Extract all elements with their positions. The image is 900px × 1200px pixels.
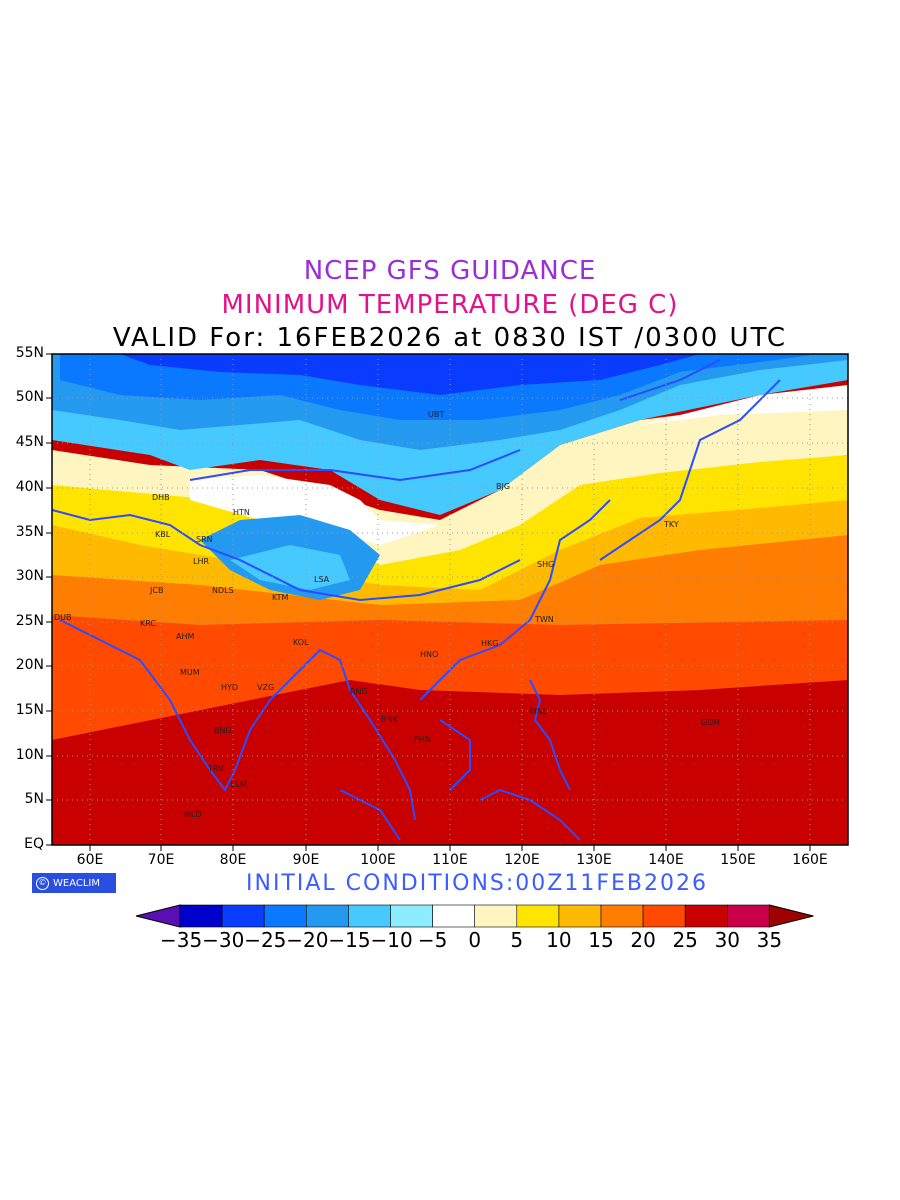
city-label: HKG <box>481 639 498 648</box>
colorbar-label: −10 <box>370 928 413 952</box>
lon-label: 60E <box>76 852 104 868</box>
temperature-field <box>52 354 848 845</box>
city-label: TKY <box>663 520 679 529</box>
colorbar-label: −25 <box>244 928 287 952</box>
city-label: RNG <box>350 687 368 696</box>
colorbar-min-arrow <box>135 904 181 928</box>
city-label: VZG <box>257 683 274 692</box>
lon-label: 90E <box>292 852 320 868</box>
colorbar-label: −15 <box>328 928 371 952</box>
colorbar-cell <box>684 904 728 928</box>
chart-subtitle: MINIMUM TEMPERATURE (DEG C) <box>221 290 679 320</box>
colorbar-label: 35 <box>756 928 783 952</box>
lat-label: 50N <box>15 389 44 405</box>
lat-label: 5N <box>24 791 44 807</box>
colorbar-label: 10 <box>546 928 572 952</box>
city-label: MLD <box>184 810 202 819</box>
colorbar-cell <box>263 904 307 928</box>
lon-label: 150E <box>720 852 756 868</box>
city-label: LSA <box>314 575 330 584</box>
valid-time-label: VALID For: 16FEB2026 at 0830 IST /0300 U… <box>112 323 788 353</box>
copyright-icon: © <box>36 876 49 890</box>
lat-label: 30N <box>15 568 44 584</box>
colorbar-cell <box>390 904 433 928</box>
colorbar-cell <box>432 904 476 928</box>
colorbar-label: 15 <box>588 928 614 952</box>
lon-label: 100E <box>360 852 396 868</box>
city-label: NDLS <box>212 586 234 595</box>
city-labels: UBT BJG DHB HTN KBL SRN LHR TKY SHG LSA … <box>54 410 720 819</box>
colorbar-label: 0 <box>468 928 482 952</box>
lon-label: 160E <box>792 852 828 868</box>
colorbar-cell <box>348 904 391 928</box>
city-label: KBL <box>155 530 171 539</box>
lat-label: 20N <box>15 657 44 673</box>
city-label: UBT <box>428 410 444 419</box>
city-label: TRV <box>207 764 224 773</box>
colorbar-cell <box>558 904 602 928</box>
city-label: HTN <box>233 508 250 517</box>
city-label: HNO <box>420 650 438 659</box>
colorbar-cell <box>726 904 770 928</box>
city-label: SRN <box>196 535 213 544</box>
lon-label: 130E <box>576 852 612 868</box>
colorbar-cell <box>221 904 265 928</box>
city-label: AHM <box>176 632 194 641</box>
city-label: TWN <box>534 615 554 624</box>
colorbar-cell <box>305 904 349 928</box>
chart-title: NCEP GFS GUIDANCE <box>303 256 597 286</box>
logo-text: WEACLIM <box>53 877 101 889</box>
city-label: LHR <box>193 557 209 566</box>
grid-lines <box>52 354 848 845</box>
lat-label: 45N <box>15 434 44 450</box>
lon-label: 70E <box>147 852 175 868</box>
city-label: GUM <box>701 718 720 727</box>
city-label: JCB <box>149 586 163 595</box>
lon-label: 120E <box>504 852 540 868</box>
city-label: KOL <box>293 638 309 647</box>
colorbar-label: 20 <box>630 928 656 952</box>
colorbar-label: 5 <box>510 928 524 952</box>
lon-label: 140E <box>648 852 684 868</box>
colorbar-cell <box>474 904 518 928</box>
lat-label: 15N <box>15 702 44 718</box>
city-label: CLM <box>230 780 247 789</box>
colorbar-label: −20 <box>286 928 329 952</box>
city-label: KRC <box>140 619 156 628</box>
initial-conditions-label: INITIAL CONDITIONS:00Z11FEB2026 <box>246 871 708 896</box>
colorbar-cell <box>516 904 560 928</box>
lat-label: 40N <box>15 479 44 495</box>
colorbar-label: −5 <box>417 928 448 952</box>
colorbar-max-arrow <box>768 904 814 928</box>
city-label: MNL <box>530 707 548 716</box>
lat-label: EQ <box>24 836 44 852</box>
colorbar-label: 25 <box>672 928 698 952</box>
city-label: KTM <box>272 593 289 602</box>
lon-label: 110E <box>432 852 468 868</box>
weaclim-logo[interactable]: © WEACLIM <box>32 873 116 893</box>
lat-label: 25N <box>15 613 44 629</box>
city-label: DUB <box>54 613 72 622</box>
lat-label: 35N <box>15 524 44 540</box>
colorbar-label: −30 <box>202 928 245 952</box>
lat-label: 55N <box>15 345 44 361</box>
city-label: BNG <box>214 726 232 735</box>
city-label: SHG <box>537 560 554 569</box>
city-label: HYD <box>221 683 238 692</box>
lat-label: 10N <box>15 747 44 763</box>
city-label: MUM <box>180 668 200 677</box>
city-label: DHB <box>152 493 170 502</box>
colorbar-label: −35 <box>160 928 203 952</box>
city-label: PHN <box>414 735 431 744</box>
lon-label: 80E <box>219 852 247 868</box>
city-label: BJG <box>496 482 510 491</box>
colorbar-cell <box>179 904 223 928</box>
colorbar-label: 30 <box>714 928 741 952</box>
colorbar-cell <box>600 904 644 928</box>
city-label: BNK <box>381 715 398 724</box>
colorbar-cell <box>642 904 686 928</box>
